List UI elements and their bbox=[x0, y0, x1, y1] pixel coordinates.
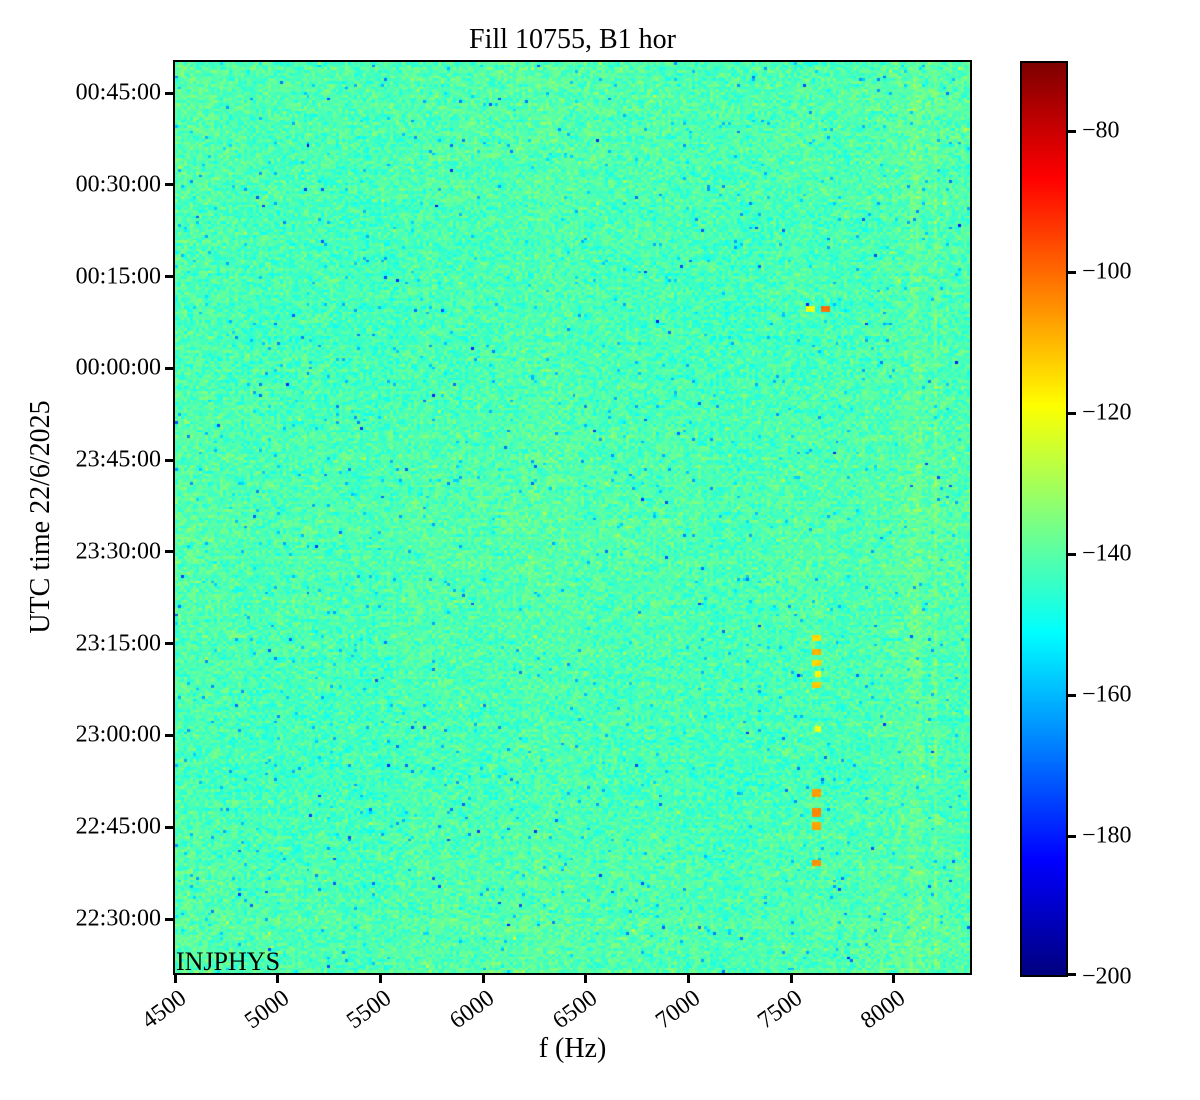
y-tick-label: 00:30:00 bbox=[75, 171, 161, 198]
colorbar-tick-label: −100 bbox=[1082, 258, 1132, 285]
x-tick bbox=[481, 975, 485, 983]
colorbar bbox=[1020, 61, 1068, 977]
x-tick-label: 6000 bbox=[445, 985, 500, 1035]
colorbar-tick-label: −160 bbox=[1082, 681, 1132, 708]
x-tick bbox=[173, 975, 177, 983]
colorbar-tick bbox=[1068, 411, 1076, 415]
x-axis-label: f (Hz) bbox=[538, 1033, 607, 1064]
y-tick bbox=[165, 642, 173, 646]
x-tick bbox=[276, 975, 280, 983]
x-tick bbox=[584, 975, 588, 983]
heatmap-canvas bbox=[175, 62, 970, 973]
chart-title: Fill 10755, B1 hor bbox=[469, 24, 676, 55]
x-tick-label: 8000 bbox=[856, 985, 911, 1035]
y-tick bbox=[165, 550, 173, 554]
x-tick bbox=[892, 975, 896, 983]
x-tick-label: 5500 bbox=[342, 985, 397, 1035]
colorbar-tick bbox=[1068, 693, 1076, 697]
x-tick-label: 7500 bbox=[753, 985, 808, 1035]
plot-area: INJPHYS bbox=[173, 60, 972, 976]
y-tick-label: 23:30:00 bbox=[75, 538, 161, 565]
y-tick-label: 00:45:00 bbox=[75, 79, 161, 106]
colorbar-tick-label: −180 bbox=[1082, 822, 1132, 849]
y-axis-label: UTC time 22/6/2025 bbox=[25, 400, 56, 634]
colorbar-canvas bbox=[1022, 63, 1066, 975]
x-tick-label: 5000 bbox=[239, 985, 295, 1035]
y-tick bbox=[165, 733, 173, 737]
colorbar-tick-label: −80 bbox=[1082, 117, 1120, 144]
colorbar-tick bbox=[1068, 834, 1076, 838]
y-tick-label: 23:15:00 bbox=[75, 630, 161, 657]
y-tick-label: 00:15:00 bbox=[75, 263, 161, 290]
colorbar-tick-label: −200 bbox=[1082, 963, 1132, 990]
y-tick-label: 23:00:00 bbox=[75, 721, 161, 748]
y-tick bbox=[165, 917, 173, 921]
x-tick-label: 7000 bbox=[650, 985, 705, 1035]
colorbar-tick-label: −120 bbox=[1082, 399, 1132, 426]
x-tick-label: 6500 bbox=[548, 985, 603, 1035]
colorbar-tick bbox=[1068, 972, 1076, 976]
y-tick bbox=[165, 366, 173, 370]
y-tick bbox=[165, 275, 173, 279]
y-tick-label: 23:45:00 bbox=[75, 446, 161, 473]
y-tick bbox=[165, 91, 173, 95]
colorbar-tick bbox=[1068, 552, 1076, 556]
y-tick bbox=[165, 825, 173, 829]
y-tick-label: 22:30:00 bbox=[75, 905, 161, 932]
colorbar-tick-label: −140 bbox=[1082, 540, 1132, 567]
y-tick bbox=[165, 183, 173, 187]
y-tick-label: 22:45:00 bbox=[75, 813, 161, 840]
x-tick bbox=[789, 975, 793, 983]
x-tick bbox=[687, 975, 691, 983]
colorbar-tick bbox=[1068, 270, 1076, 274]
y-tick bbox=[165, 458, 173, 462]
y-tick-label: 00:00:00 bbox=[75, 354, 161, 381]
colorbar-tick bbox=[1068, 129, 1076, 133]
injphys-annotation: INJPHYS bbox=[176, 947, 281, 976]
x-tick-label: 4500 bbox=[137, 985, 192, 1035]
x-tick bbox=[378, 975, 382, 983]
